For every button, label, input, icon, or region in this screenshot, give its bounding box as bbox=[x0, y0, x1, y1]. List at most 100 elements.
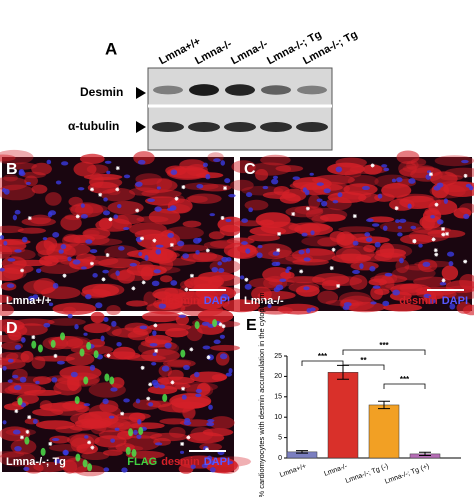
flag-nucleus bbox=[93, 350, 99, 359]
arrowhead bbox=[136, 87, 146, 99]
nucleus bbox=[103, 197, 108, 202]
cell bbox=[60, 215, 82, 231]
nucleus bbox=[429, 298, 436, 304]
cell bbox=[52, 258, 80, 265]
nucleus bbox=[196, 183, 204, 189]
flag-nucleus bbox=[131, 449, 137, 458]
cell bbox=[441, 265, 459, 281]
cell bbox=[0, 451, 36, 467]
cell bbox=[435, 180, 474, 193]
asterisk bbox=[131, 286, 136, 291]
asterisk bbox=[431, 237, 436, 242]
cell bbox=[54, 376, 82, 391]
nucleus bbox=[136, 434, 142, 439]
nucleus bbox=[137, 159, 146, 165]
nucleus bbox=[381, 164, 388, 168]
nucleus bbox=[77, 187, 85, 191]
nucleus bbox=[211, 266, 219, 273]
nucleus bbox=[183, 364, 190, 370]
cell bbox=[398, 160, 417, 177]
nucleus bbox=[192, 237, 201, 244]
cell bbox=[115, 443, 135, 452]
y-tick-label: 0 bbox=[278, 455, 282, 462]
cell bbox=[20, 350, 34, 363]
cell bbox=[209, 416, 235, 430]
cell bbox=[126, 300, 148, 307]
nucleus bbox=[13, 385, 22, 391]
cell bbox=[179, 280, 194, 289]
nucleus bbox=[195, 388, 202, 394]
cell bbox=[0, 294, 13, 303]
nucleus bbox=[201, 463, 208, 469]
asterisk bbox=[412, 238, 417, 243]
nucleus bbox=[52, 282, 59, 289]
significance-bracket bbox=[383, 383, 426, 389]
nucleus bbox=[20, 337, 26, 343]
cell bbox=[0, 184, 36, 201]
cell bbox=[0, 154, 16, 162]
nucleus bbox=[213, 158, 221, 163]
cell bbox=[295, 284, 320, 297]
asterisk bbox=[89, 261, 94, 266]
bar bbox=[327, 372, 359, 459]
nucleus bbox=[2, 420, 7, 425]
nucleus bbox=[6, 283, 15, 288]
asterisk bbox=[106, 353, 111, 358]
nucleus bbox=[241, 241, 248, 245]
nucleus bbox=[352, 269, 360, 275]
cell bbox=[5, 428, 36, 436]
nucleus bbox=[70, 371, 78, 378]
nucleus bbox=[32, 418, 38, 425]
asterisk bbox=[336, 283, 341, 288]
asterisk bbox=[205, 447, 210, 452]
nucleus bbox=[430, 214, 436, 219]
nucleus bbox=[371, 223, 380, 227]
asterisk bbox=[170, 380, 175, 385]
flag-nucleus bbox=[79, 348, 85, 357]
y-axis-label: % cardiomyocytes with desmin accumulatio… bbox=[257, 292, 266, 497]
cell bbox=[327, 191, 367, 204]
nucleus bbox=[352, 240, 359, 246]
cell bbox=[180, 252, 224, 263]
nucleus bbox=[194, 371, 200, 378]
nucleus bbox=[114, 427, 120, 431]
cell bbox=[49, 435, 71, 444]
nucleus bbox=[408, 178, 416, 184]
nucleus bbox=[35, 380, 40, 385]
nucleus bbox=[42, 237, 48, 241]
nucleus bbox=[207, 455, 213, 461]
nucleus bbox=[48, 302, 54, 307]
band bbox=[153, 85, 183, 95]
asterisk bbox=[48, 441, 53, 446]
cell bbox=[60, 243, 91, 256]
cell bbox=[83, 173, 123, 181]
cell bbox=[127, 330, 150, 341]
nucleus bbox=[60, 244, 67, 250]
asterisk bbox=[115, 166, 120, 171]
cell bbox=[381, 183, 412, 198]
nucleus bbox=[170, 169, 178, 175]
cell bbox=[210, 344, 241, 351]
cell bbox=[87, 181, 120, 194]
nucleus bbox=[423, 293, 432, 299]
cell bbox=[329, 231, 346, 243]
band bbox=[261, 85, 291, 95]
nucleus bbox=[92, 273, 98, 278]
genotype-label: Lmna-/- bbox=[244, 295, 284, 307]
band bbox=[225, 84, 255, 96]
cell bbox=[4, 324, 28, 337]
cell bbox=[312, 174, 355, 185]
cell bbox=[73, 234, 110, 246]
cell bbox=[179, 159, 206, 171]
asterisk bbox=[299, 269, 304, 274]
nucleus bbox=[83, 403, 91, 407]
significance-label: *** bbox=[379, 341, 389, 350]
asterisk bbox=[115, 187, 120, 192]
asterisk bbox=[181, 185, 186, 190]
cell bbox=[34, 355, 75, 362]
cell bbox=[227, 246, 259, 259]
nucleus bbox=[335, 166, 343, 173]
flag-nucleus bbox=[180, 349, 186, 358]
asterisk bbox=[101, 277, 106, 282]
cell bbox=[81, 419, 107, 429]
